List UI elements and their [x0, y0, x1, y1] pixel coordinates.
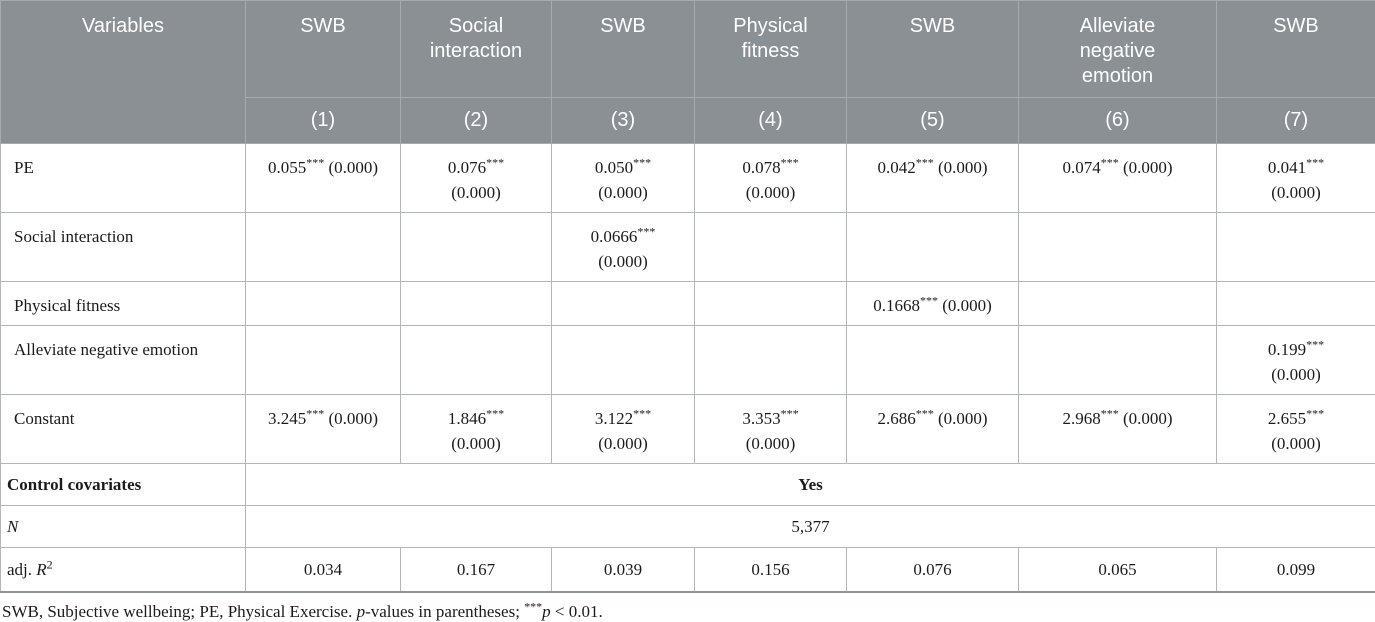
value-cell — [401, 326, 552, 395]
value-cell — [552, 282, 695, 326]
column-header-model-number: (3) — [552, 98, 695, 144]
row-label-cell: Constant — [1, 395, 246, 464]
value-cell — [1019, 213, 1217, 282]
table-row: Alleviate negative emotion 0.199***(0.000… — [1, 326, 1375, 395]
value-cell — [1217, 213, 1375, 282]
value-cell: 0.050***(0.000) — [552, 144, 695, 213]
column-header-dv: SWB — [552, 1, 695, 98]
value-cell — [847, 213, 1019, 282]
value-cell: 3.353***(0.000) — [695, 395, 847, 464]
row-label-cell: Control covariates — [1, 464, 246, 506]
value-cell: 1.846***(0.000) — [401, 395, 552, 464]
column-header-dv: SWB — [847, 1, 1019, 98]
value-cell — [246, 326, 401, 395]
merged-value-cell: 5,377 — [246, 506, 1375, 548]
table-footnote: SWB, Subjective wellbeing; PE, Physical … — [2, 602, 1375, 622]
value-cell — [695, 326, 847, 395]
column-header-model-number: (2) — [401, 98, 552, 144]
value-cell: 0.167 — [401, 548, 552, 593]
column-header-model-number: (7) — [1217, 98, 1375, 144]
value-cell: 0.042*** (0.000) — [847, 144, 1019, 213]
value-cell — [246, 213, 401, 282]
value-cell: 0.076 — [847, 548, 1019, 593]
column-header-model-number: (4) — [695, 98, 847, 144]
value-cell: 0.055*** (0.000) — [246, 144, 401, 213]
row-label-cell: Social interaction — [1, 213, 246, 282]
value-cell — [695, 282, 847, 326]
value-cell: 0.039 — [552, 548, 695, 593]
value-cell: 3.122***(0.000) — [552, 395, 695, 464]
value-cell — [695, 213, 847, 282]
value-cell: 2.655***(0.000) — [1217, 395, 1375, 464]
column-header-dv: SWB — [246, 1, 401, 98]
table-row: Social interaction 0.0666***(0.000) — [1, 213, 1375, 282]
value-cell — [246, 282, 401, 326]
value-cell — [401, 213, 552, 282]
row-label-cell: Alleviate negative emotion — [1, 326, 246, 395]
value-cell: 0.0666***(0.000) — [552, 213, 695, 282]
value-cell: 0.1668*** (0.000) — [847, 282, 1019, 326]
row-label-cell: N — [1, 506, 246, 548]
column-header-dv: SWB — [1217, 1, 1375, 98]
row-label-cell: PE — [1, 144, 246, 213]
value-cell: 0.041***(0.000) — [1217, 144, 1375, 213]
row-label-cell: Physical fitness — [1, 282, 246, 326]
value-cell: 2.968*** (0.000) — [1019, 395, 1217, 464]
value-cell: 0.199***(0.000) — [1217, 326, 1375, 395]
value-cell: 0.074*** (0.000) — [1019, 144, 1217, 213]
value-cell: 2.686*** (0.000) — [847, 395, 1019, 464]
column-header-model-number: (5) — [847, 98, 1019, 144]
row-label-cell: adj. R2 — [1, 548, 246, 593]
value-cell: 0.099 — [1217, 548, 1375, 593]
value-cell: 0.034 — [246, 548, 401, 593]
value-cell — [1019, 326, 1217, 395]
value-cell — [1019, 282, 1217, 326]
column-header-model-number: (6) — [1019, 98, 1217, 144]
variables-header-cell: Variables — [1, 1, 246, 144]
value-cell: 0.065 — [1019, 548, 1217, 593]
value-cell — [552, 326, 695, 395]
value-cell: 0.076***(0.000) — [401, 144, 552, 213]
value-cell — [401, 282, 552, 326]
value-cell: 0.078***(0.000) — [695, 144, 847, 213]
table-row: Physical fitness 0.1668*** (0.000) — [1, 282, 1375, 326]
value-cell — [847, 326, 1019, 395]
value-cell — [1217, 282, 1375, 326]
value-cell: 3.245*** (0.000) — [246, 395, 401, 464]
value-cell: 0.156 — [695, 548, 847, 593]
column-header-model-number: (1) — [246, 98, 401, 144]
merged-value-cell: Yes — [246, 464, 1375, 506]
